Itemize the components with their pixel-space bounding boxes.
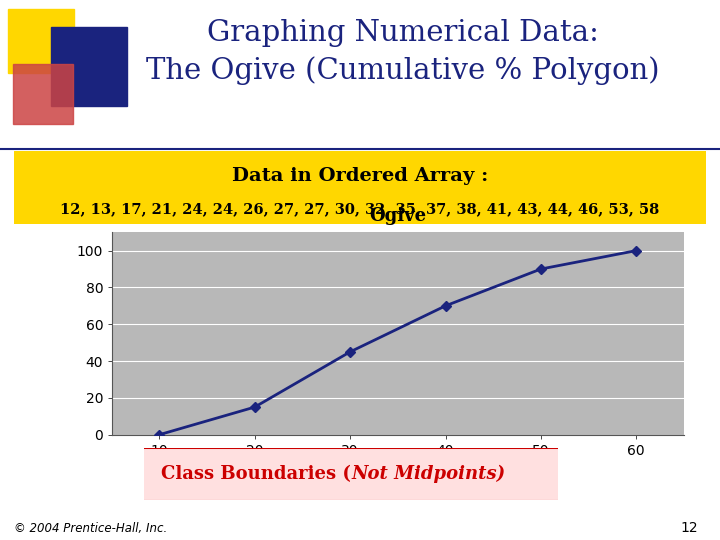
Bar xyxy=(8,9,74,72)
FancyBboxPatch shape xyxy=(135,447,566,501)
Text: The Ogive (Cumulative % Polygon): The Ogive (Cumulative % Polygon) xyxy=(146,57,660,85)
Text: © 2004 Prentice-Hall, Inc.: © 2004 Prentice-Hall, Inc. xyxy=(14,522,168,535)
Bar xyxy=(50,27,127,106)
Text: Graphing Numerical Data:: Graphing Numerical Data: xyxy=(207,19,599,47)
Bar xyxy=(13,64,73,124)
Text: 12: 12 xyxy=(681,521,698,535)
Text: 12, 13, 17, 21, 24, 24, 26, 27, 27, 30, 32, 35, 37, 38, 41, 43, 44, 46, 53, 58: 12, 13, 17, 21, 24, 24, 26, 27, 27, 30, … xyxy=(60,202,660,216)
Title: Ogive: Ogive xyxy=(369,207,426,225)
Text: Not Midpoints): Not Midpoints) xyxy=(351,465,505,483)
Text: Data in Ordered Array :: Data in Ordered Array : xyxy=(232,167,488,185)
Text: Class Boundaries (: Class Boundaries ( xyxy=(161,465,351,483)
